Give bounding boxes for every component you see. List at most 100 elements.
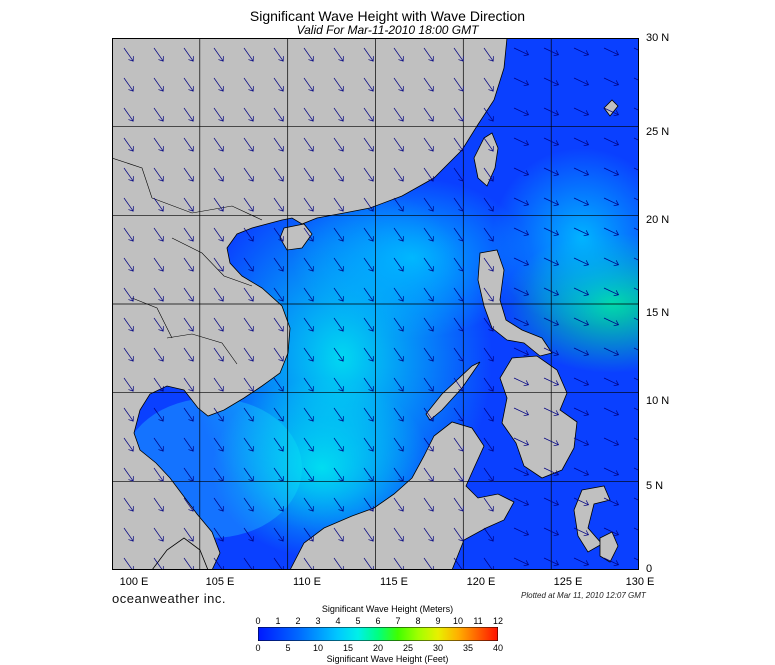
wave-arrow bbox=[333, 497, 344, 512]
wave-arrow bbox=[453, 377, 464, 392]
wave-arrow bbox=[633, 467, 639, 471]
wave-arrow bbox=[453, 137, 464, 152]
wave-arrow bbox=[273, 347, 284, 362]
wave-arrow-head bbox=[128, 326, 134, 332]
wave-arrow-head bbox=[158, 476, 164, 482]
wave-arrow-head bbox=[428, 266, 434, 272]
wave-arrow-head bbox=[158, 116, 164, 122]
wave-arrow bbox=[333, 317, 344, 332]
wave-arrow-head bbox=[488, 506, 494, 512]
wave-arrow-head bbox=[613, 320, 620, 327]
wave-arrow-head bbox=[488, 206, 494, 212]
wave-arrow bbox=[273, 317, 284, 332]
wave-arrow-head bbox=[368, 116, 374, 122]
lat-label-30n: 30 N bbox=[646, 32, 670, 44]
wave-arrow bbox=[303, 47, 314, 62]
wave-arrow-head bbox=[583, 230, 590, 237]
wave-arrow bbox=[393, 137, 404, 152]
wave-arrow bbox=[213, 167, 224, 182]
wave-arrow bbox=[243, 407, 254, 422]
wave-arrow bbox=[363, 257, 374, 272]
wave-arrow-head bbox=[188, 56, 194, 62]
wave-arrow-head bbox=[188, 266, 194, 272]
wave-arrow bbox=[123, 167, 134, 182]
lon-label-100e: 100 E bbox=[119, 576, 149, 588]
wave-arrow bbox=[513, 197, 529, 206]
wave-arrow bbox=[513, 137, 529, 146]
colorbar-gradient bbox=[258, 627, 498, 641]
wave-arrow bbox=[423, 557, 433, 570]
wave-arrow-head bbox=[218, 236, 224, 242]
wave-arrow-head bbox=[338, 206, 344, 212]
wave-arrow-head bbox=[278, 566, 284, 570]
wave-arrow-head bbox=[583, 200, 590, 207]
wave-arrow-head bbox=[488, 326, 494, 332]
colorbar-meter-tick: 10 bbox=[452, 616, 463, 626]
wave-arrow bbox=[273, 77, 284, 92]
land-palawan bbox=[425, 361, 481, 421]
wave-arrow-head bbox=[398, 386, 404, 392]
wave-arrow bbox=[543, 137, 559, 146]
wave-arrow-head bbox=[553, 320, 560, 327]
wave-arrow bbox=[543, 317, 559, 326]
wave-arrow bbox=[423, 467, 434, 482]
wave-arrow-head bbox=[338, 86, 344, 92]
wave-arrow bbox=[603, 167, 619, 176]
wave-arrow bbox=[603, 467, 619, 476]
wave-arrow-head bbox=[458, 86, 464, 92]
wave-arrow-head bbox=[613, 110, 620, 117]
wave-arrow bbox=[213, 137, 224, 152]
wave-arrow-head bbox=[553, 170, 560, 177]
wave-arrow-head bbox=[523, 230, 530, 237]
wave-arrow bbox=[483, 437, 494, 452]
wave-arrow-head bbox=[128, 176, 134, 182]
wave-arrow-head bbox=[488, 236, 494, 242]
wave-arrow bbox=[243, 227, 254, 242]
wave-arrow bbox=[483, 287, 494, 302]
wave-arrow bbox=[153, 47, 164, 62]
lat-label-5n: 5 N bbox=[646, 480, 664, 492]
wave-arrow bbox=[603, 77, 619, 86]
wave-arrow-head bbox=[188, 146, 194, 152]
wave-arrow-head bbox=[523, 410, 530, 417]
wave-arrow-head bbox=[128, 536, 134, 542]
colorbar-feet-tick: 0 bbox=[255, 643, 261, 653]
wave-arrow bbox=[633, 227, 639, 231]
wave-arrow bbox=[213, 77, 224, 92]
wave-arrow-head bbox=[248, 86, 254, 92]
colorbar-meter-tick: 0 bbox=[255, 616, 261, 626]
wave-arrow bbox=[213, 377, 224, 392]
wave-arrow bbox=[393, 557, 403, 570]
wave-arrow bbox=[243, 527, 254, 542]
lon-label-125e: 125 E bbox=[553, 576, 583, 588]
land-asia-mainland bbox=[112, 38, 508, 570]
wave-arrow-head bbox=[158, 536, 164, 542]
wave-arrow-head bbox=[278, 56, 284, 62]
wave-arrow bbox=[213, 497, 224, 512]
wave-arrow bbox=[363, 347, 374, 362]
wave-arrow bbox=[603, 497, 619, 506]
wave-arrow bbox=[483, 557, 493, 570]
wave-arrow bbox=[483, 377, 494, 392]
wave-arrow-head bbox=[248, 176, 254, 182]
wave-arrow-head bbox=[278, 386, 284, 392]
wave-arrow-head bbox=[553, 290, 560, 297]
wave-arrow bbox=[123, 137, 134, 152]
wave-arrow-head bbox=[158, 86, 164, 92]
wave-arrow bbox=[573, 77, 589, 86]
wave-arrow-head bbox=[583, 530, 590, 537]
wave-arrow bbox=[243, 437, 254, 452]
wave-arrow-head bbox=[308, 116, 314, 122]
wave-arrow-head bbox=[368, 446, 374, 452]
wave-arrow-head bbox=[308, 266, 314, 272]
wave-arrow bbox=[183, 347, 194, 362]
wave-arrow-head bbox=[553, 50, 560, 57]
colorbar-feet-tick: 20 bbox=[372, 643, 383, 653]
wave-arrow-head bbox=[458, 566, 464, 570]
wave-arrow-head bbox=[368, 506, 374, 512]
wave-arrow bbox=[453, 467, 464, 482]
wave-arrow-head bbox=[368, 266, 374, 272]
wave-arrow-head bbox=[188, 86, 194, 92]
wave-arrow bbox=[573, 527, 589, 536]
colorbar-meter-tick: 3 bbox=[315, 616, 321, 626]
